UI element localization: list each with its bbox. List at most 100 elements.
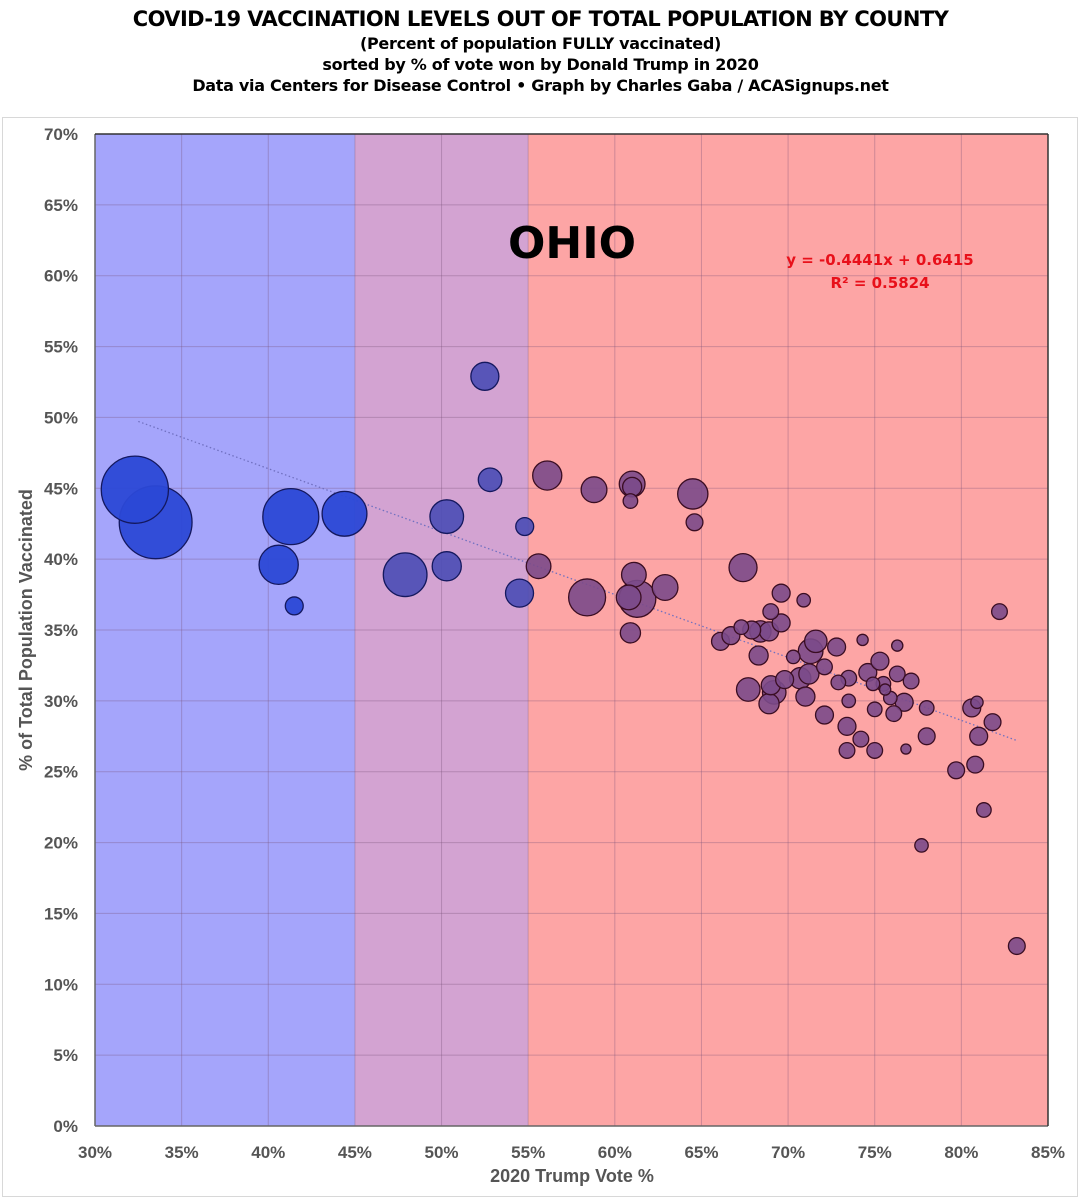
data-point	[837, 716, 857, 736]
y-tick-label: 20%	[44, 834, 78, 853]
band-democratic	[95, 134, 355, 1126]
data-point	[477, 467, 503, 493]
data-point	[796, 592, 812, 608]
data-point	[803, 629, 828, 654]
data-point	[100, 455, 170, 524]
x-tick-label: 35%	[165, 1143, 199, 1162]
data-point	[258, 544, 299, 586]
y-tick-label: 60%	[44, 267, 78, 286]
data-point	[891, 639, 904, 652]
data-point	[947, 761, 966, 780]
data-point	[830, 674, 847, 691]
x-axis-label: 2020 Trump Vote %	[490, 1166, 654, 1186]
data-point	[841, 693, 857, 709]
y-tick-label: 30%	[44, 692, 78, 711]
y-tick-label: 65%	[44, 196, 78, 215]
data-point	[852, 730, 870, 748]
data-point	[622, 493, 639, 509]
data-point	[970, 695, 984, 710]
data-point	[826, 637, 847, 657]
y-tick-label: 70%	[44, 125, 78, 144]
band-swing	[354, 134, 529, 1126]
data-point	[431, 551, 462, 582]
data-point	[619, 622, 642, 644]
data-point	[728, 552, 758, 583]
y-tick-label: 35%	[44, 621, 78, 640]
data-point	[914, 838, 929, 853]
data-point	[262, 487, 320, 546]
data-point	[1007, 936, 1026, 956]
data-point	[798, 663, 820, 685]
y-tick-label: 0%	[53, 1117, 78, 1136]
data-point	[771, 613, 791, 633]
trendline-r-squared: R² = 0.5824	[830, 274, 929, 292]
y-tick-label: 10%	[44, 975, 78, 994]
data-point	[321, 490, 368, 537]
data-point	[651, 573, 679, 602]
data-point	[902, 672, 920, 690]
data-point	[888, 665, 906, 683]
x-tick-label: 45%	[338, 1143, 372, 1162]
data-point	[918, 700, 935, 716]
x-tick-label: 50%	[425, 1143, 459, 1162]
data-point	[284, 596, 304, 616]
data-point	[532, 460, 563, 491]
data-point	[865, 676, 881, 692]
y-tick-label: 45%	[44, 479, 78, 498]
data-point	[525, 553, 552, 580]
chart-header: COVID-19 VACCINATION LEVELS OUT OF TOTAL…	[0, 6, 1081, 96]
data-point	[870, 651, 890, 671]
trendline-equation: y = -0.4441x + 0.6415	[786, 251, 973, 269]
data-point	[917, 727, 936, 746]
data-point	[580, 476, 608, 504]
chart-title: COVID-19 VACCINATION LEVELS OUT OF TOTAL…	[132, 7, 949, 31]
data-point	[515, 516, 535, 537]
chart-subtitle-1: (Percent of population FULLY vaccinated)	[359, 34, 722, 53]
data-point	[815, 658, 833, 676]
y-tick-label: 25%	[44, 763, 78, 782]
data-point	[733, 619, 750, 636]
band-republican	[528, 134, 1048, 1126]
data-point	[975, 802, 992, 818]
chart-subtitle-2: sorted by % of vote won by Donald Trump …	[322, 55, 759, 74]
data-point	[983, 713, 1002, 732]
data-point	[382, 552, 428, 598]
y-tick-label: 15%	[44, 904, 78, 923]
data-point	[567, 578, 607, 617]
data-point	[504, 578, 535, 608]
x-tick-label: 30%	[78, 1143, 112, 1162]
x-tick-label: 40%	[251, 1143, 285, 1162]
data-point	[620, 561, 647, 588]
x-tick-label: 65%	[684, 1143, 718, 1162]
data-point	[771, 583, 791, 603]
data-point	[615, 584, 642, 611]
data-point	[866, 741, 884, 759]
y-tick-label: 5%	[53, 1046, 78, 1065]
x-tick-label: 75%	[858, 1143, 892, 1162]
data-point	[838, 741, 856, 759]
data-point	[878, 683, 892, 696]
data-point	[969, 726, 989, 746]
data-point	[758, 692, 780, 715]
state-label: OHIO	[508, 218, 636, 269]
data-point	[900, 743, 912, 755]
x-tick-label: 60%	[598, 1143, 632, 1162]
data-point	[966, 755, 985, 774]
y-tick-label: 50%	[44, 408, 78, 427]
data-point	[795, 686, 816, 707]
data-point	[785, 649, 801, 665]
y-tick-label: 55%	[44, 338, 78, 357]
data-point	[748, 645, 769, 666]
x-tick-label: 85%	[1031, 1143, 1065, 1162]
y-tick-label: 40%	[44, 550, 78, 569]
chart-credit: Data via Centers for Disease Control • G…	[192, 76, 889, 95]
data-point	[429, 499, 465, 535]
data-point	[866, 701, 883, 718]
y-axis-label: % of Total Population Vaccinated	[16, 489, 36, 771]
data-point	[685, 513, 704, 532]
x-tick-label: 80%	[944, 1143, 978, 1162]
data-point	[775, 669, 795, 690]
data-point	[814, 705, 835, 725]
data-point	[762, 603, 780, 621]
chart-frame	[2, 117, 1078, 1197]
